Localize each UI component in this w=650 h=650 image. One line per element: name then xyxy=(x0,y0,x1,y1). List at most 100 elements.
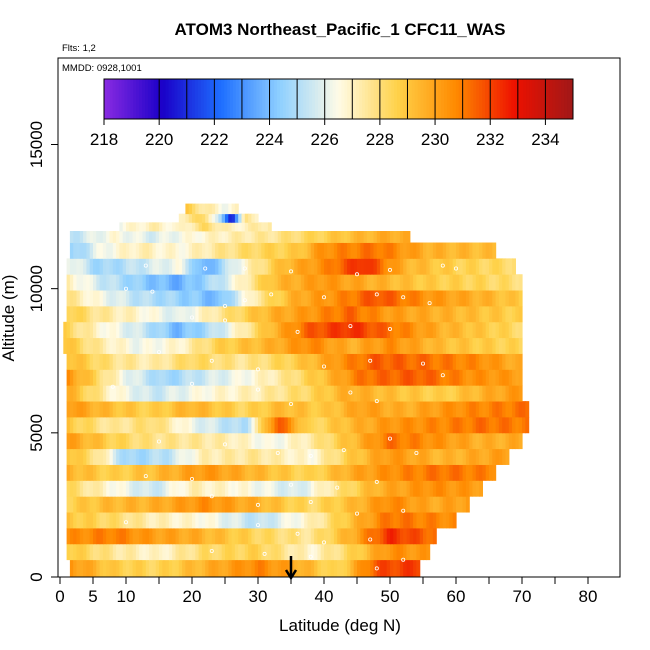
heat-cell xyxy=(119,543,124,561)
heat-cell xyxy=(357,416,361,434)
heat-cell xyxy=(145,274,150,291)
heat-cell xyxy=(419,512,424,529)
heat-cell xyxy=(116,242,120,259)
heat-cell xyxy=(96,464,101,481)
heat-cell xyxy=(498,385,503,402)
heat-cell xyxy=(376,321,381,339)
heat-cell xyxy=(178,448,183,465)
heat-cell xyxy=(192,385,196,402)
heat-cell xyxy=(69,321,74,339)
heat-cell xyxy=(366,321,371,339)
sample-point xyxy=(209,358,214,363)
heat-cell xyxy=(126,527,130,545)
heat-cell xyxy=(126,512,130,529)
heat-cell xyxy=(281,543,285,561)
heat-cell xyxy=(132,305,137,323)
heat-cell xyxy=(403,401,408,418)
heat-cell xyxy=(462,401,467,418)
heat-cell xyxy=(152,337,157,354)
heat-cell xyxy=(211,222,216,232)
heat-cell xyxy=(168,543,173,561)
heat-cell xyxy=(277,401,282,418)
heat-cell xyxy=(284,496,289,513)
heat-cell xyxy=(267,242,272,259)
heat-cell xyxy=(426,258,431,275)
heat-cell xyxy=(271,480,276,497)
heat-cell xyxy=(139,369,144,386)
heat-cell xyxy=(419,242,424,259)
heat-cell xyxy=(83,559,87,578)
heat-cell xyxy=(132,353,137,370)
heat-cell xyxy=(343,321,348,339)
colorbar-segment xyxy=(274,79,278,119)
heat-cell xyxy=(310,559,315,578)
heat-cell xyxy=(112,258,117,275)
heat-cell xyxy=(416,401,421,418)
sample-point xyxy=(335,485,340,490)
heat-cell xyxy=(284,559,289,578)
heat-cell xyxy=(284,512,289,529)
heat-cell xyxy=(413,305,417,323)
heat-cell xyxy=(353,416,358,434)
heat-cell xyxy=(142,432,147,450)
heat-cell xyxy=(409,448,414,465)
x-axis-tick-label: 30 xyxy=(249,587,268,606)
heat-cell xyxy=(294,432,299,450)
heat-cell xyxy=(300,321,305,339)
heat-cell xyxy=(218,274,223,291)
heat-cell xyxy=(386,448,391,465)
colorbar-segment xyxy=(262,79,266,119)
heat-cell xyxy=(291,432,295,450)
heat-cell xyxy=(218,543,223,561)
heat-cell xyxy=(343,480,348,497)
heat-cell xyxy=(366,385,371,402)
heat-cell xyxy=(221,369,226,386)
heat-cell xyxy=(413,559,417,578)
heat-cell xyxy=(205,242,210,259)
heat-cell xyxy=(205,222,210,232)
heat-cell xyxy=(93,321,97,339)
sample-point xyxy=(374,566,379,571)
heat-cell xyxy=(122,432,127,450)
heat-cell xyxy=(182,353,186,370)
heat-cell xyxy=(449,416,454,434)
heat-cell xyxy=(139,258,144,275)
heat-cell xyxy=(112,321,117,339)
heat-cell xyxy=(449,496,454,513)
heat-cell xyxy=(155,321,160,339)
colorbar-segment xyxy=(367,79,372,119)
heat-cell xyxy=(119,559,124,578)
heat-cell xyxy=(122,559,127,578)
heat-cell xyxy=(215,496,219,513)
heat-cell xyxy=(66,543,71,561)
heat-cell xyxy=(373,321,378,339)
colorbar-segment xyxy=(180,79,184,119)
sample-point xyxy=(262,551,267,556)
heat-cell xyxy=(393,337,398,354)
heat-cell xyxy=(195,401,200,418)
heat-cell xyxy=(109,274,114,291)
colorbar-segment xyxy=(467,79,471,119)
heat-cell xyxy=(195,258,200,275)
heat-cell xyxy=(241,432,246,450)
heat-cell xyxy=(330,448,335,465)
heat-cell xyxy=(314,305,318,323)
sample-point xyxy=(387,436,392,441)
heat-cell xyxy=(132,416,137,434)
heat-cell xyxy=(495,401,500,418)
heat-cell xyxy=(518,290,523,307)
colorbar-segment xyxy=(241,79,246,119)
heat-cell xyxy=(96,432,101,450)
heat-cell xyxy=(165,512,170,529)
heat-cell xyxy=(66,337,71,354)
heat-cell xyxy=(225,369,229,386)
heat-cell xyxy=(419,401,424,418)
heat-cell xyxy=(436,480,441,497)
heat-cell xyxy=(320,321,325,339)
heat-cell xyxy=(139,527,144,545)
heat-cell xyxy=(390,543,394,561)
heat-cell xyxy=(185,448,190,465)
heat-cell xyxy=(327,512,332,529)
heat-cell xyxy=(314,496,318,513)
sample-point xyxy=(189,381,194,386)
